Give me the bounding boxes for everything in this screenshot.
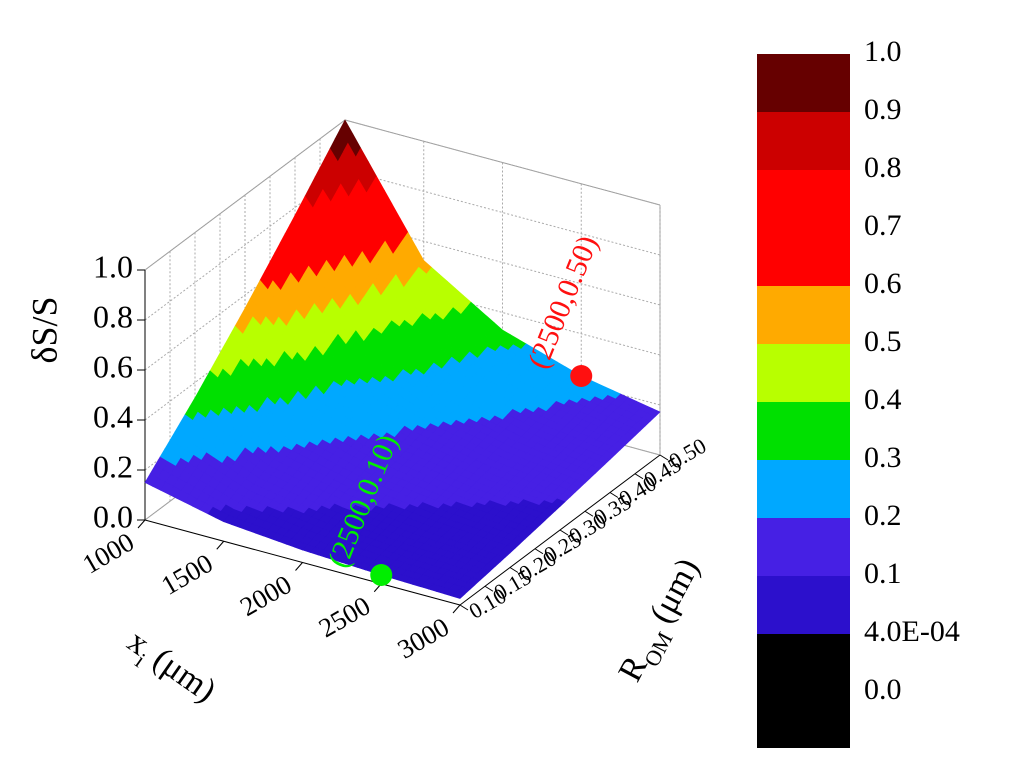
z-tick-label: 0.0	[93, 498, 133, 534]
colorbar-band	[757, 634, 850, 692]
colorbar-band	[757, 576, 850, 634]
z-tick-label: 0.6	[93, 348, 133, 384]
colorbar-label: 0.7	[864, 209, 902, 242]
x-label-unit: (μm)	[146, 640, 222, 709]
colorbar-band	[757, 402, 850, 460]
y-tick	[534, 548, 544, 555]
annotation-point	[570, 365, 593, 387]
y-tick	[459, 604, 469, 611]
x-tick	[216, 540, 225, 550]
colorbar-label: 0.3	[864, 441, 902, 474]
x-axis-label: xi(μm)	[117, 623, 223, 715]
axis-line	[459, 454, 661, 606]
annotation-label: (2500,0.50)	[522, 231, 605, 373]
z-tick-label: 0.4	[93, 398, 133, 434]
x-tick-label: 1500	[156, 548, 218, 601]
y-tick	[659, 454, 669, 461]
z-tick-label: 0.8	[93, 298, 133, 334]
surface-patch	[451, 591, 466, 599]
colorbar-band	[757, 170, 850, 228]
colorbar-label: 0.6	[864, 267, 902, 300]
colorbar-label: 1.0	[864, 35, 902, 68]
colorbar-label: 0.0	[864, 673, 902, 706]
y-tick	[484, 585, 494, 592]
y-tick	[634, 473, 644, 480]
annotation-point	[370, 564, 393, 586]
y-label-unit: (μm)	[642, 552, 706, 629]
colorbar-label: 0.8	[864, 151, 902, 184]
x-tick-label: 3000	[392, 612, 454, 665]
y-tick	[509, 567, 519, 573]
colorbar-band	[757, 460, 850, 518]
z-axis-label: δS/S	[24, 296, 64, 363]
colorbar-label: 0.5	[864, 325, 902, 358]
colorbar-band	[757, 112, 850, 170]
x-tick-label: 2500	[314, 590, 376, 643]
x-tick	[137, 519, 146, 529]
x-tick-label: 2000	[235, 569, 297, 622]
colorbar-label: 4.0E-04	[864, 615, 960, 648]
z-tick-label: 1.0	[93, 248, 133, 284]
colorbar-label: 0.9	[864, 93, 902, 126]
axis-line	[144, 519, 461, 606]
z-tick-label: 0.2	[93, 448, 133, 484]
colorbar-label: 0.4	[864, 383, 902, 416]
colorbar-band	[757, 344, 850, 402]
y-tick	[584, 510, 594, 517]
y-axis-label: ROM(μm)	[611, 552, 712, 690]
x-tick	[295, 562, 303, 571]
colorbar-band	[757, 286, 850, 344]
y-tick	[609, 492, 619, 498]
colorbar-band	[757, 54, 850, 112]
colorbar-label: 0.1	[864, 557, 902, 590]
y-tick	[559, 529, 569, 536]
x-tick-label: 1000	[77, 527, 139, 580]
colorbar-below	[757, 692, 850, 748]
colorbar-label: 0.2	[864, 499, 902, 532]
x-tick	[452, 604, 461, 614]
colorbar-band	[757, 518, 850, 576]
colorbar-band	[757, 228, 850, 286]
